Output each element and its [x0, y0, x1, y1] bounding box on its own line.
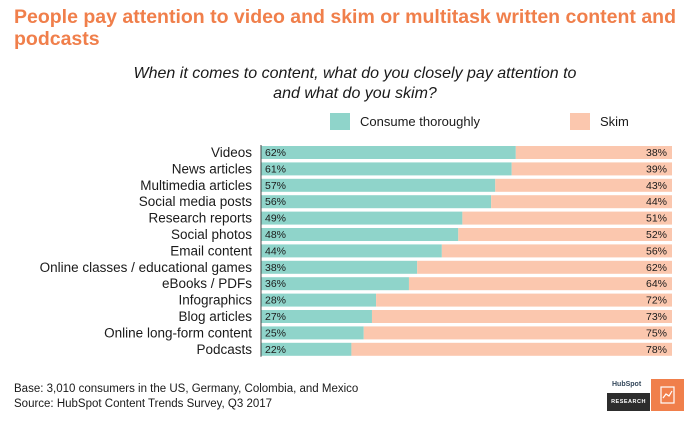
bar-skim: [458, 228, 672, 241]
category-label: Social photos: [171, 227, 252, 242]
bar-skim: [441, 244, 672, 258]
data-label-skim: 38%: [646, 147, 667, 159]
legend-label-skim: Skim: [600, 113, 629, 129]
bar-skim: [371, 310, 672, 323]
bar-consume: [261, 211, 463, 225]
category-label: News articles: [172, 161, 253, 176]
bar-skim: [462, 211, 672, 225]
data-label-skim: 64%: [646, 278, 667, 290]
legend-item-consume: Consume thoroughly: [330, 111, 480, 131]
bar-skim: [491, 195, 672, 209]
logo-brand: HubSpot: [612, 381, 642, 388]
data-label-consume: 22%: [265, 344, 286, 356]
category-label: Online long-form content: [104, 325, 252, 340]
footer-base: Base: 3,010 consumers in the US, Germany…: [14, 383, 359, 395]
chart-subtitle: When it comes to content, what do you cl…: [133, 65, 577, 102]
bar-consume: [261, 326, 364, 340]
data-label-skim: 62%: [646, 262, 667, 274]
bar-skim: [417, 260, 672, 274]
data-label-consume: 36%: [265, 278, 286, 290]
page-title: People pay attention to video and skim o…: [14, 6, 677, 50]
bar-consume: [261, 178, 496, 192]
legend-label-consume: Consume thoroughly: [360, 113, 480, 129]
bar-consume: [261, 162, 512, 176]
category-label: Multimedia articles: [140, 178, 252, 193]
legend-item-skim: Skim: [570, 111, 629, 131]
bar-consume: [261, 244, 442, 258]
bar-consume: [261, 277, 409, 291]
data-label-consume: 56%: [265, 196, 286, 208]
data-label-consume: 27%: [265, 311, 286, 323]
data-label-consume: 44%: [265, 245, 286, 257]
category-label: Blog articles: [178, 309, 252, 324]
bar-skim: [515, 146, 672, 159]
data-label-skim: 73%: [646, 311, 667, 323]
category-label: Online classes / educational games: [40, 260, 253, 275]
bar-skim: [376, 293, 672, 307]
bar-consume: [261, 310, 372, 323]
data-label-consume: 48%: [265, 229, 286, 241]
category-label: Infographics: [178, 293, 252, 308]
document-chart-icon: [651, 379, 684, 411]
category-label: Research reports: [148, 211, 252, 226]
data-label-consume: 38%: [265, 262, 286, 274]
data-label-skim: 75%: [646, 327, 667, 339]
bar-consume: [261, 342, 352, 356]
bar-skim: [408, 277, 672, 291]
data-label-consume: 61%: [265, 163, 286, 175]
legend-swatch-consume: [330, 112, 350, 130]
category-label: Videos: [211, 145, 252, 160]
bar-consume: [261, 195, 492, 209]
bar-skim: [511, 162, 672, 176]
legend-swatch-skim: [570, 112, 590, 130]
category-label: Podcasts: [196, 342, 252, 357]
data-label-skim: 72%: [646, 295, 667, 307]
bar-consume: [261, 260, 418, 274]
bar-consume: [261, 146, 516, 159]
category-label: Email content: [170, 243, 252, 258]
data-label-consume: 62%: [265, 147, 286, 159]
bar-consume: [261, 228, 459, 241]
category-label: eBooks / PDFs: [162, 276, 252, 291]
data-label-skim: 39%: [646, 163, 667, 175]
data-label-skim: 56%: [646, 245, 667, 257]
data-label-skim: 44%: [646, 196, 667, 208]
chart-footer: Base: 3,010 consumers in the US, Germany…: [14, 382, 358, 412]
data-label-consume: 25%: [265, 327, 286, 339]
footer-source: Source: HubSpot Content Trends Survey, Q…: [14, 398, 273, 410]
bar-skim: [495, 178, 672, 192]
category-label: Social media posts: [139, 194, 253, 209]
data-label-consume: 57%: [265, 180, 286, 192]
logo-research-tag: RESEARCH: [607, 393, 650, 411]
data-label-skim: 43%: [646, 180, 667, 192]
bar-skim: [363, 326, 672, 340]
bar-consume: [261, 293, 377, 307]
bar-skim: [351, 342, 672, 356]
data-label-consume: 28%: [265, 295, 286, 307]
data-label-skim: 78%: [646, 344, 667, 356]
data-label-consume: 49%: [265, 213, 286, 225]
data-label-skim: 51%: [646, 213, 667, 225]
data-label-skim: 52%: [646, 229, 667, 241]
